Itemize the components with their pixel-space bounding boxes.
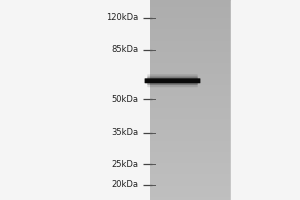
Text: 20kDa: 20kDa xyxy=(111,180,138,189)
Text: 35kDa: 35kDa xyxy=(111,128,138,137)
Text: 25kDa: 25kDa xyxy=(111,160,138,169)
FancyBboxPatch shape xyxy=(147,77,198,85)
Text: 50kDa: 50kDa xyxy=(111,95,138,104)
Bar xyxy=(231,0,300,200)
Text: 120kDa: 120kDa xyxy=(106,13,138,22)
FancyBboxPatch shape xyxy=(145,78,200,83)
FancyBboxPatch shape xyxy=(147,74,198,87)
Text: 85kDa: 85kDa xyxy=(111,45,138,54)
